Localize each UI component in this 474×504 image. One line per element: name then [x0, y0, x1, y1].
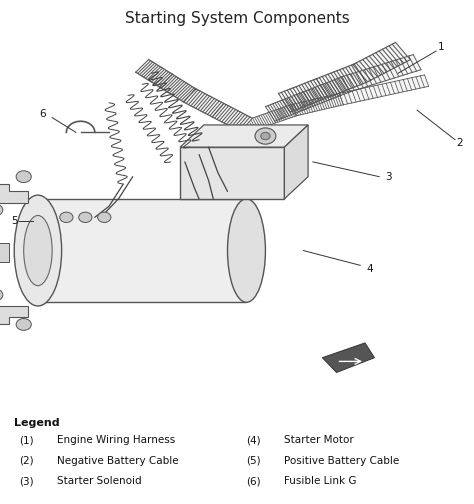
- Polygon shape: [316, 64, 366, 97]
- Polygon shape: [0, 243, 9, 262]
- Text: 1: 1: [438, 42, 444, 52]
- Circle shape: [16, 319, 31, 330]
- Polygon shape: [278, 79, 328, 112]
- Text: (3): (3): [19, 476, 34, 486]
- Circle shape: [0, 204, 3, 216]
- Text: Starter Solenoid: Starter Solenoid: [57, 476, 142, 486]
- Text: (2): (2): [19, 456, 34, 466]
- Polygon shape: [0, 184, 28, 203]
- Circle shape: [16, 171, 31, 182]
- Text: (4): (4): [246, 435, 261, 445]
- Polygon shape: [339, 75, 428, 105]
- Text: Starter Motor: Starter Motor: [284, 435, 354, 445]
- Text: Fusible Link G: Fusible Link G: [284, 476, 357, 486]
- Polygon shape: [353, 42, 410, 82]
- Ellipse shape: [14, 195, 62, 306]
- Circle shape: [0, 289, 3, 301]
- Ellipse shape: [228, 199, 265, 302]
- Polygon shape: [292, 93, 344, 116]
- Polygon shape: [248, 105, 297, 131]
- FancyBboxPatch shape: [180, 147, 284, 199]
- Polygon shape: [38, 199, 246, 302]
- Text: Starting System Components: Starting System Components: [125, 11, 349, 26]
- Polygon shape: [159, 74, 196, 102]
- Text: (1): (1): [19, 435, 34, 445]
- Polygon shape: [184, 89, 224, 117]
- Text: 5: 5: [11, 216, 18, 226]
- Ellipse shape: [24, 216, 52, 286]
- Polygon shape: [0, 306, 28, 325]
- Text: 2: 2: [456, 139, 463, 148]
- Circle shape: [79, 212, 92, 222]
- Circle shape: [60, 212, 73, 222]
- Text: Negative Battery Cable: Negative Battery Cable: [57, 456, 179, 466]
- Text: 6: 6: [39, 109, 46, 119]
- Text: 4: 4: [366, 264, 373, 274]
- Text: Engine Wiring Harness: Engine Wiring Harness: [57, 435, 175, 445]
- Text: 3: 3: [385, 172, 392, 181]
- Polygon shape: [284, 125, 308, 199]
- Polygon shape: [212, 103, 252, 132]
- Text: Positive Battery Cable: Positive Battery Cable: [284, 456, 400, 466]
- Polygon shape: [180, 125, 308, 147]
- Text: Legend: Legend: [14, 417, 60, 427]
- Polygon shape: [265, 92, 313, 121]
- Circle shape: [261, 133, 270, 140]
- Polygon shape: [136, 59, 173, 87]
- Circle shape: [98, 212, 111, 222]
- Text: (5): (5): [246, 456, 261, 466]
- Text: (6): (6): [246, 476, 261, 486]
- Polygon shape: [303, 77, 351, 106]
- Circle shape: [255, 128, 276, 144]
- Polygon shape: [322, 343, 374, 372]
- Polygon shape: [342, 54, 421, 92]
